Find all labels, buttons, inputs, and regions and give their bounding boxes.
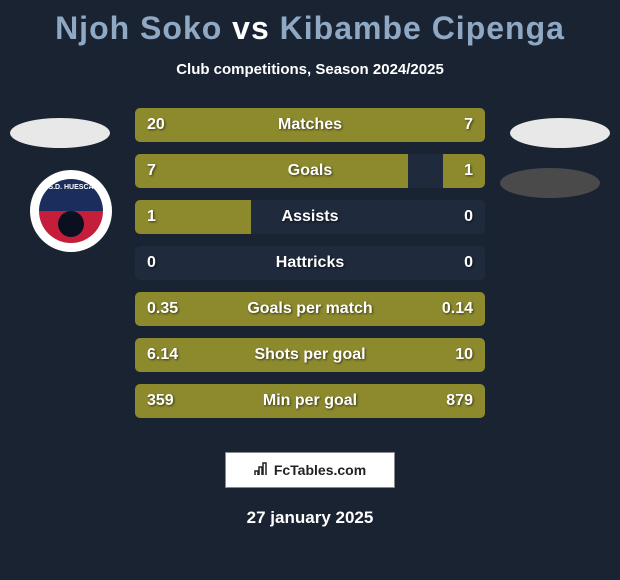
comparison-area: S.D. HUESCA 207Matches71Goals10Assists00… (0, 108, 620, 438)
stat-value-right: 879 (446, 392, 473, 410)
club-crest-icon: S.D. HUESCA (39, 179, 103, 243)
stat-row: 6.14 10 Shots per goal (135, 338, 485, 372)
page-title: Njoh Soko vs Kibambe Cipenga (0, 0, 620, 47)
chart-icon (254, 462, 268, 479)
stat-row: 0.35 0.14 Goals per match (135, 292, 485, 326)
stat-value-left: 359 (147, 392, 174, 410)
stat-value-right: 0.14 (442, 300, 473, 318)
stat-name: Min per goal (263, 392, 357, 410)
stat-bar-left (135, 108, 394, 142)
player2-badge-placeholder (510, 118, 610, 148)
stat-row: 20 7 Matches (135, 108, 485, 142)
stat-value-left: 0 (147, 254, 156, 272)
club-crest-text: S.D. HUESCA (48, 184, 93, 191)
stat-name: Hattricks (276, 254, 344, 272)
player1-badge-placeholder (10, 118, 110, 148)
stat-value-right: 7 (464, 116, 473, 134)
stat-value-left: 7 (147, 162, 156, 180)
stat-value-left: 0.35 (147, 300, 178, 318)
title-vs: vs (232, 10, 270, 46)
player1-club-badge: S.D. HUESCA (30, 170, 112, 252)
stat-value-right: 0 (464, 208, 473, 226)
stat-value-right: 1 (464, 162, 473, 180)
comparison-bars: 207Matches71Goals10Assists00Hattricks0.3… (135, 108, 485, 430)
stat-row: 1 0 Assists (135, 200, 485, 234)
player2-club-badge (500, 168, 600, 198)
stat-value-right: 10 (455, 346, 473, 364)
ball-icon (58, 211, 84, 237)
subtitle: Club competitions, Season 2024/2025 (0, 61, 620, 78)
stat-name: Goals per match (247, 300, 372, 318)
logo-text: FcTables.com (274, 462, 366, 478)
stat-row: 7 1 Goals (135, 154, 485, 188)
stat-name: Goals (288, 162, 332, 180)
title-player1: Njoh Soko (55, 10, 222, 46)
stat-value-left: 6.14 (147, 346, 178, 364)
fctables-logo: FcTables.com (225, 452, 395, 488)
stat-row: 359 879 Min per goal (135, 384, 485, 418)
stat-name: Shots per goal (254, 346, 365, 364)
stat-value-left: 1 (147, 208, 156, 226)
stat-value-left: 20 (147, 116, 165, 134)
stat-row: 0 0 Hattricks (135, 246, 485, 280)
stat-name: Assists (282, 208, 339, 226)
footer-date: 27 january 2025 (0, 508, 620, 528)
stat-bar-left (135, 154, 408, 188)
stat-value-right: 0 (464, 254, 473, 272)
stat-name: Matches (278, 116, 342, 134)
title-player2: Kibambe Cipenga (280, 10, 565, 46)
